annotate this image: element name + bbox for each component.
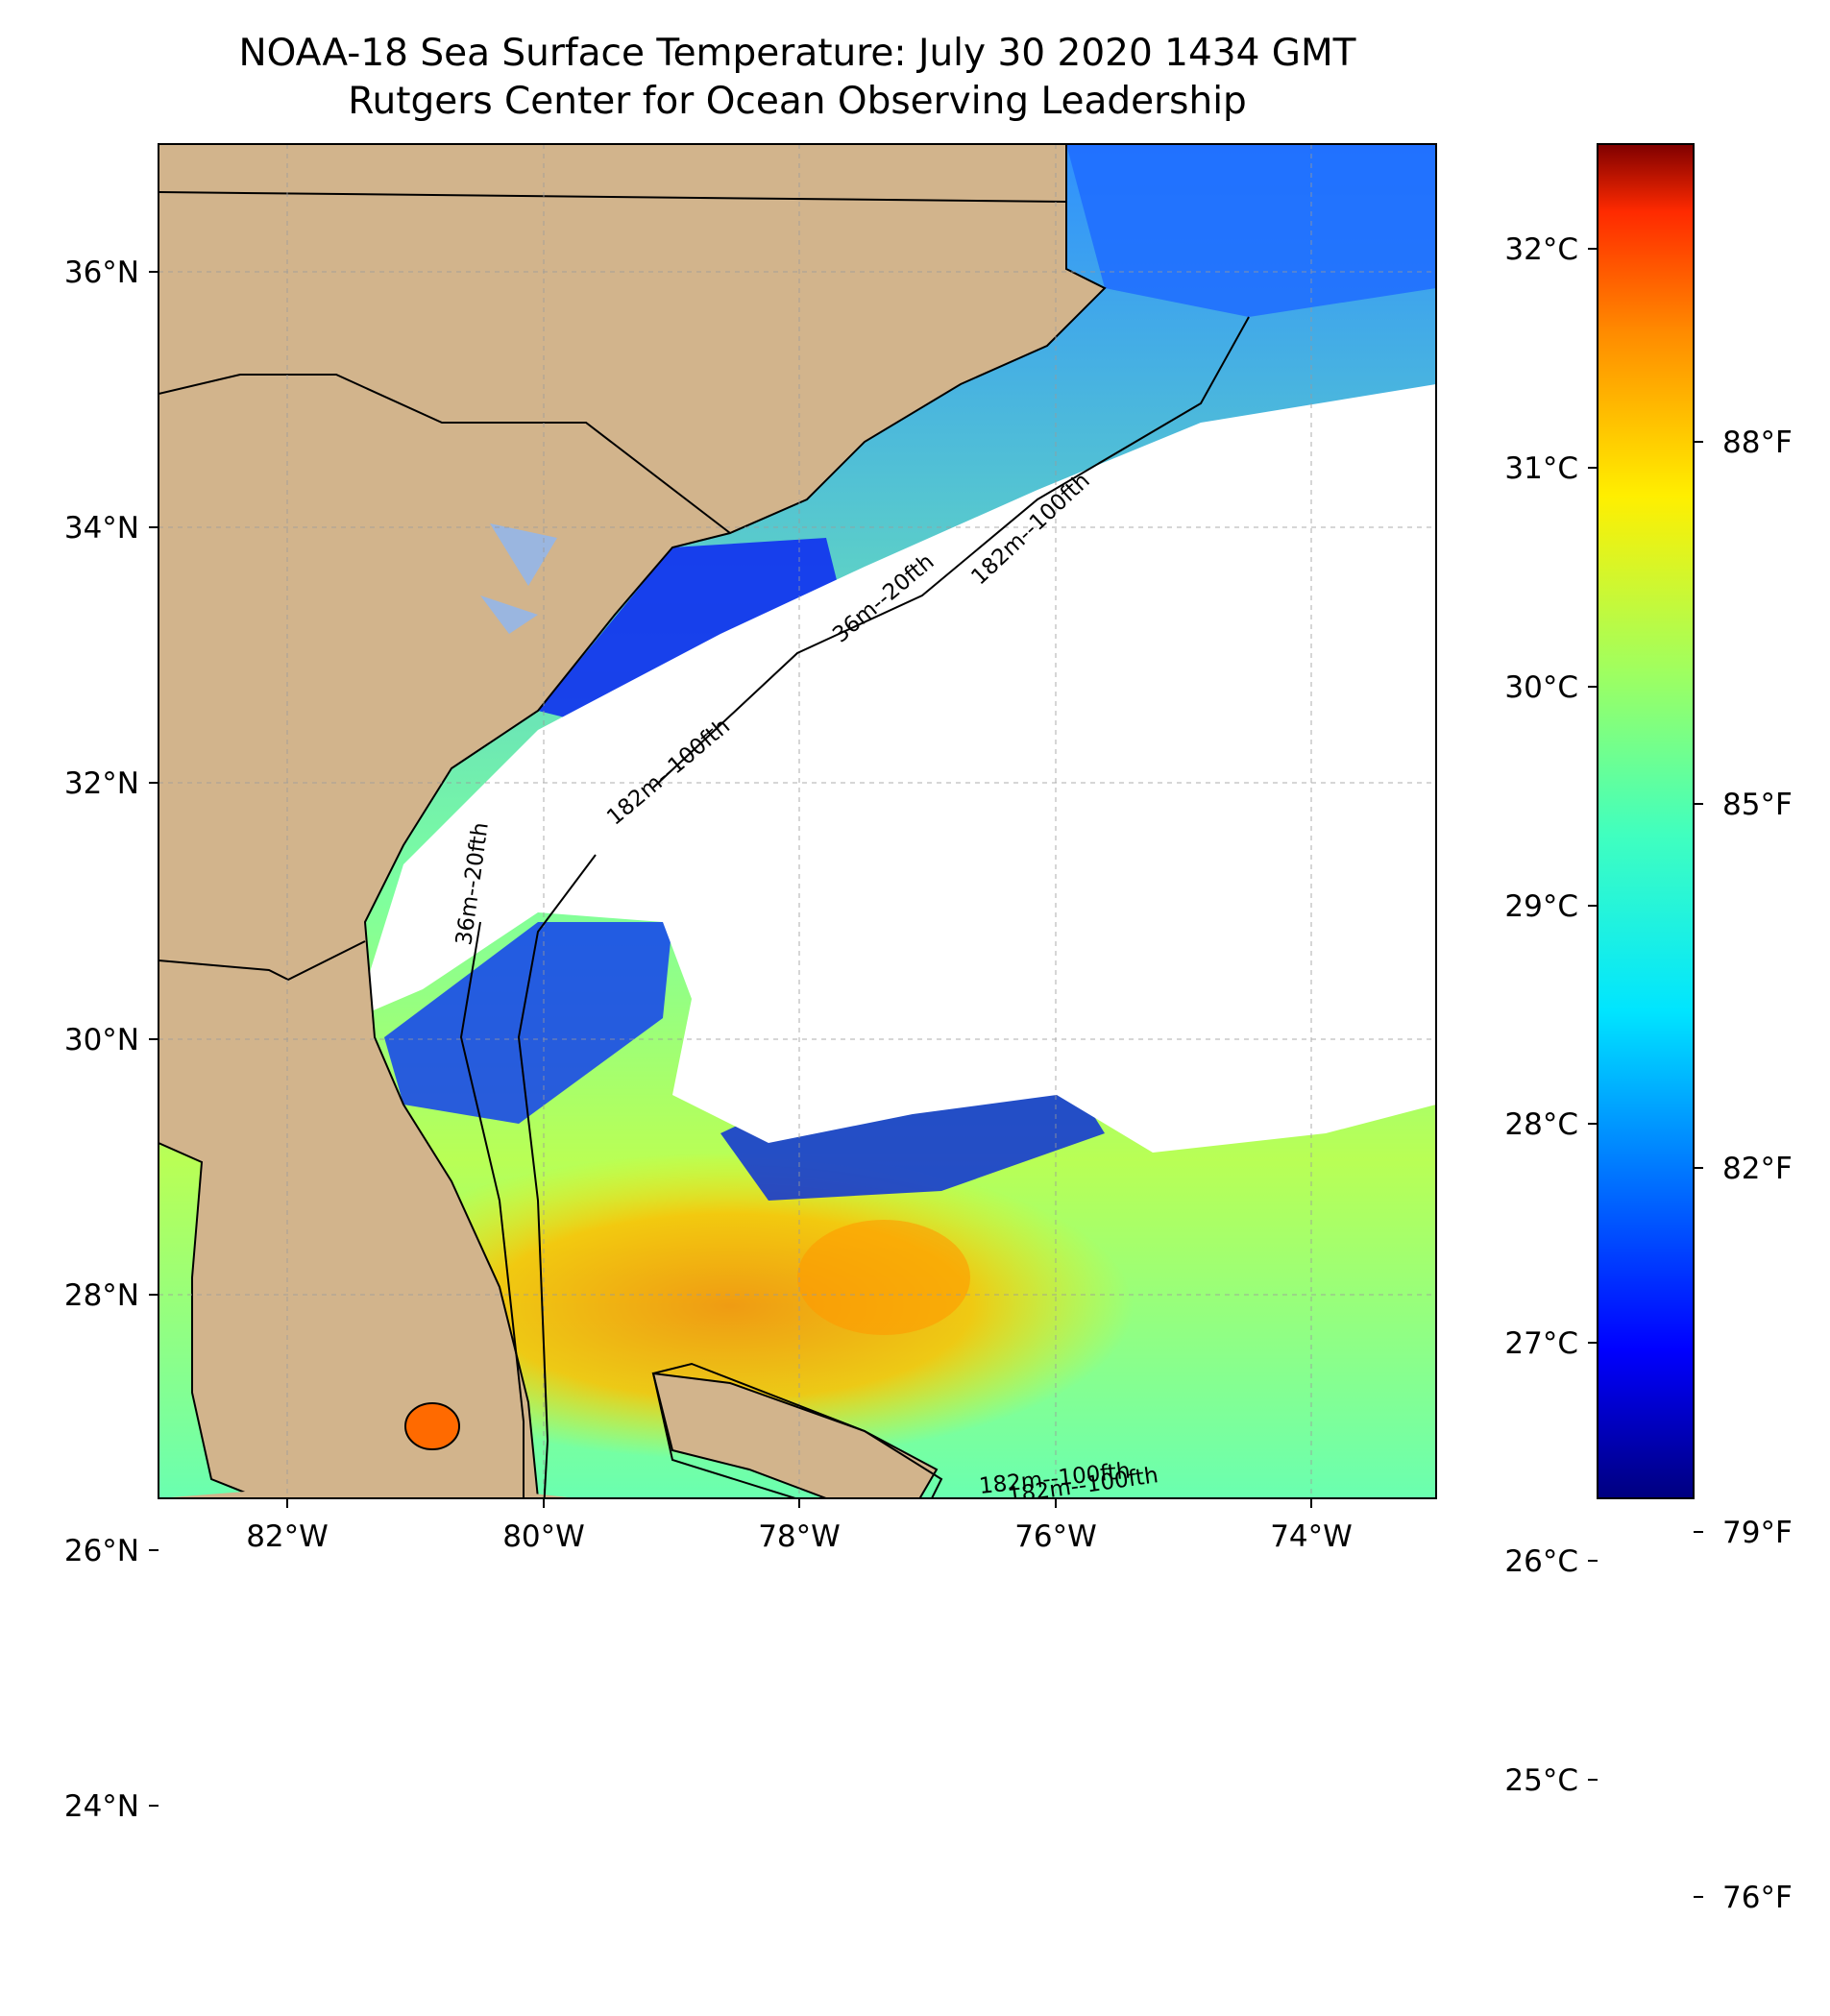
lat-tick-label: 34°N — [64, 511, 139, 546]
colorbar-celsius-label: 26°C — [1504, 1544, 1578, 1579]
land-eleuthera — [961, 1594, 1037, 1719]
state-border-va-nc — [159, 191, 1067, 203]
colorbar-fahrenheit-label: 88°F — [1722, 425, 1793, 460]
colorbar-fahrenheit-label: 79°F — [1722, 1516, 1793, 1550]
colorbar-ticks — [1588, 248, 1703, 1898]
cold-patch-carolina — [538, 538, 845, 730]
lon-tick-label: 78°W — [758, 1519, 841, 1554]
colorbar-celsius-label: 28°C — [1504, 1107, 1578, 1142]
lon-tick-label: 74°W — [1270, 1519, 1353, 1554]
colorbar-celsius-label: 31°C — [1504, 451, 1578, 486]
colorbar-fahrenheit-label: 85°F — [1722, 788, 1793, 822]
cold-patch-florida-north — [384, 922, 672, 1124]
contour-cay-sal — [480, 1786, 605, 1882]
cold-patch-north — [1066, 144, 1436, 317]
cloud-patch-south — [567, 1566, 663, 1633]
contour-label: 182m--100fth — [629, 1797, 722, 1943]
lat-tick-label: 36°N — [64, 255, 139, 290]
colorbar-fahrenheit-label: 76°F — [1722, 1881, 1793, 1915]
cloud-patch-keys — [163, 1662, 240, 1729]
contour-tongue-of-ocean — [644, 1527, 961, 1882]
colorbar-celsius-label: 30°C — [1504, 670, 1578, 705]
gulf-stream-warm-area — [327, 1153, 1134, 1460]
map-panel: 182m--100fth 36m--20fth 182m--100fth 36m… — [159, 144, 1436, 1943]
isobath-contours — [459, 316, 1250, 1882]
lake-okeechobee — [404, 1402, 460, 1450]
contour-182m — [517, 854, 597, 1498]
lat-tick-label: 30°N — [64, 1023, 139, 1057]
contour-36m — [459, 921, 525, 1498]
offshore-warm-patch — [797, 1220, 970, 1335]
land-exuma — [1066, 1729, 1153, 1815]
map-subtitle: Rutgers Center for Ocean Observing Leade… — [348, 80, 1247, 123]
colorbar — [1597, 143, 1695, 1499]
contour-se-bank — [941, 1594, 1201, 1815]
land-grand-bahama — [651, 1372, 939, 1498]
contour-182m-north — [652, 316, 1250, 789]
colorbar-celsius-label: 27°C — [1504, 1326, 1578, 1361]
lake-moultrie — [480, 595, 538, 634]
lake-marion — [490, 523, 557, 586]
map-frame — [158, 143, 1437, 1499]
cloud-cover — [355, 384, 1436, 1153]
land-andros — [749, 1633, 845, 1844]
state-border-nc-sc — [159, 374, 731, 534]
lat-tick-label: 26°N — [64, 1534, 139, 1568]
lon-tick-label: 82°W — [246, 1519, 329, 1554]
contour-label: 36m--20fth — [1174, 1786, 1298, 1811]
contour-bahamas-outer — [651, 1362, 943, 1498]
colorbar-celsius-label: 29°C — [1504, 889, 1578, 924]
map-title: NOAA-18 Sea Surface Temperature: July 30… — [238, 32, 1355, 75]
colorbar-celsius-label: 25°C — [1504, 1763, 1578, 1798]
state-border-ga-fl — [159, 940, 366, 982]
colorbar-fahrenheit-label: 82°F — [1722, 1152, 1793, 1186]
lon-tick-label: 80°W — [502, 1519, 585, 1554]
land-cuba — [159, 1479, 865, 1498]
colorbar-celsius-label: 32°C — [1504, 232, 1578, 267]
lat-tick-label: 32°N — [64, 766, 139, 801]
contour-label: 36m--20fth — [388, 1844, 514, 1894]
axis-ticks — [149, 271, 1312, 1807]
lat-tick-label: 28°N — [64, 1278, 139, 1313]
lat-tick-label: 24°N — [64, 1789, 139, 1824]
gridlines — [159, 144, 1436, 1498]
land-southeast-us — [159, 144, 1107, 1498]
lon-tick-label: 76°W — [1014, 1519, 1097, 1554]
contour-label: 36m--20fth — [873, 1599, 929, 1725]
